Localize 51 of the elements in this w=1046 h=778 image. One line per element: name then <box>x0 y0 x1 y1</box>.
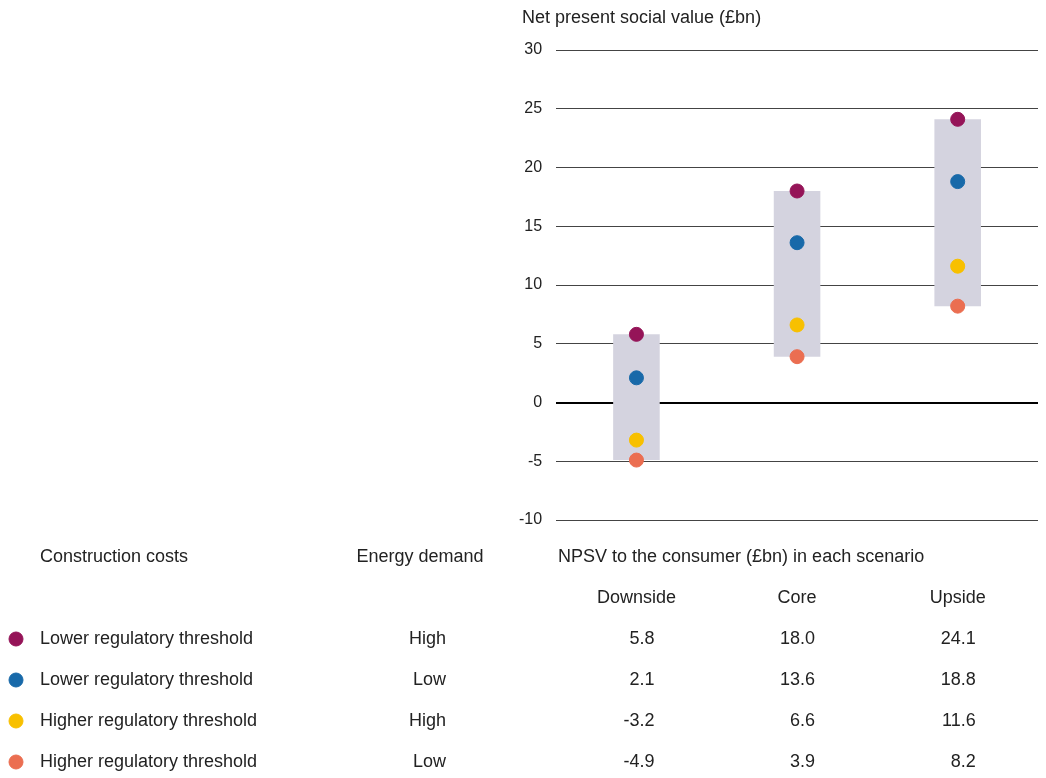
data-label: 6.6 <box>790 709 816 730</box>
x-tick-label: Downside <box>596 586 676 607</box>
data-label: 18.8 <box>940 668 976 689</box>
text: High <box>408 627 446 648</box>
text: Low <box>412 668 447 689</box>
data-label: 24.1 <box>940 627 976 648</box>
legend-title: Construction costs <box>40 545 189 566</box>
y-tick-label: 15 <box>524 216 543 234</box>
point <box>628 432 644 448</box>
data-label: 11.6 <box>941 709 976 730</box>
text: Energy demand <box>356 545 484 566</box>
bar <box>773 191 821 357</box>
y-axis-title: Net present social value (£bn) <box>522 6 762 27</box>
legend-label: Higher regulatory threshold <box>40 750 258 771</box>
point <box>789 235 805 251</box>
point <box>950 174 966 190</box>
y-tick-label: 10 <box>524 275 543 293</box>
data-label: 5.8 <box>629 627 655 648</box>
x-tick-label: Core <box>777 586 817 607</box>
legend-label: Lower regulatory threshold <box>40 627 254 648</box>
y-tick-label: 0 <box>533 392 543 410</box>
data-label: 8.2 <box>950 750 976 771</box>
y-tick-label: 25 <box>524 99 543 117</box>
bar <box>613 334 660 461</box>
text: NPSV to the consumer (£bn) in each scenario <box>558 545 925 566</box>
point <box>950 258 966 274</box>
data-label: 13.6 <box>780 668 816 689</box>
y-tick-label: 5 <box>533 334 543 352</box>
data-label: -4.9 <box>623 750 655 771</box>
point <box>628 326 644 342</box>
x-tick-label: Upside <box>929 586 986 607</box>
y-tick-label: 30 <box>524 40 543 58</box>
data-label: 3.9 <box>790 750 816 771</box>
data-label: 18.0 <box>780 627 816 648</box>
legend-label: Lower regulatory threshold <box>40 668 254 689</box>
legend-label: Higher regulatory threshold <box>40 709 258 730</box>
point <box>950 111 966 127</box>
bar <box>934 119 981 307</box>
point <box>789 317 805 333</box>
y-tick-label: 20 <box>524 157 543 175</box>
data-label: 2.1 <box>629 668 655 689</box>
data-label: -3.2 <box>623 709 655 730</box>
point <box>789 349 805 365</box>
point <box>950 298 966 314</box>
text: High <box>408 709 446 730</box>
y-tick-label: -10 <box>519 510 543 528</box>
text: Low <box>412 750 447 771</box>
point <box>628 370 644 386</box>
point <box>628 452 644 468</box>
y-tick-label: -5 <box>527 451 543 469</box>
point <box>789 183 805 199</box>
